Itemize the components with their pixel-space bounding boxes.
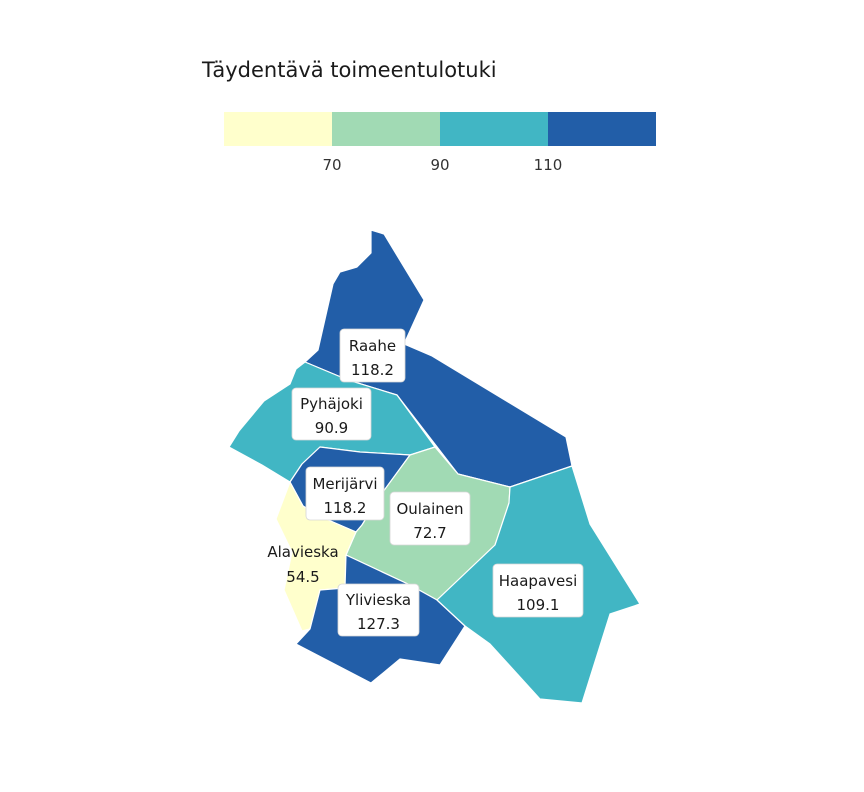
region-labels: Raahe 118.2 Pyhäjoki 90.9 Merijärvi 118.…	[267, 328, 584, 637]
legend-bin-3	[440, 112, 548, 146]
label-pyhajoki-value: 90.9	[315, 419, 348, 437]
legend-break-90: 90	[430, 156, 449, 174]
label-merijarvi: Merijärvi 118.2	[305, 466, 385, 521]
label-oulainen-value: 72.7	[413, 524, 446, 542]
label-haapavesi: Haapavesi 109.1	[492, 563, 584, 618]
label-ylivieska-value: 127.3	[357, 615, 400, 633]
label-merijarvi-name: Merijärvi	[312, 475, 377, 493]
map-regions	[228, 229, 641, 704]
label-alavieska-name: Alavieska	[267, 543, 338, 561]
label-merijarvi-value: 118.2	[324, 499, 367, 517]
region-raahe[interactable]	[304, 229, 573, 488]
legend-bin-1	[224, 112, 332, 146]
legend-break-110: 110	[534, 156, 563, 174]
label-haapavesi-name: Haapavesi	[499, 572, 577, 590]
label-pyhajoki: Pyhäjoki 90.9	[291, 387, 372, 441]
legend-title: Täydentävä toimeentulotuki	[201, 58, 497, 82]
label-raahe-value: 118.2	[351, 361, 394, 379]
label-pyhajoki-name: Pyhäjoki	[300, 395, 363, 413]
label-ylivieska: Ylivieska 127.3	[337, 583, 420, 637]
label-oulainen-name: Oulainen	[396, 500, 463, 518]
legend-bin-4	[548, 112, 656, 146]
legend-bin-2	[332, 112, 440, 146]
label-haapavesi-value: 109.1	[517, 596, 560, 614]
label-ylivieska-name: Ylivieska	[345, 591, 411, 609]
label-raahe: Raahe 118.2	[339, 328, 406, 383]
label-alavieska-value: 54.5	[286, 568, 319, 586]
legend: Täydentävä toimeentulotuki 70 90 110	[201, 58, 656, 174]
label-raahe-name: Raahe	[349, 337, 396, 355]
legend-break-70: 70	[322, 156, 341, 174]
label-oulainen: Oulainen 72.7	[389, 491, 471, 546]
